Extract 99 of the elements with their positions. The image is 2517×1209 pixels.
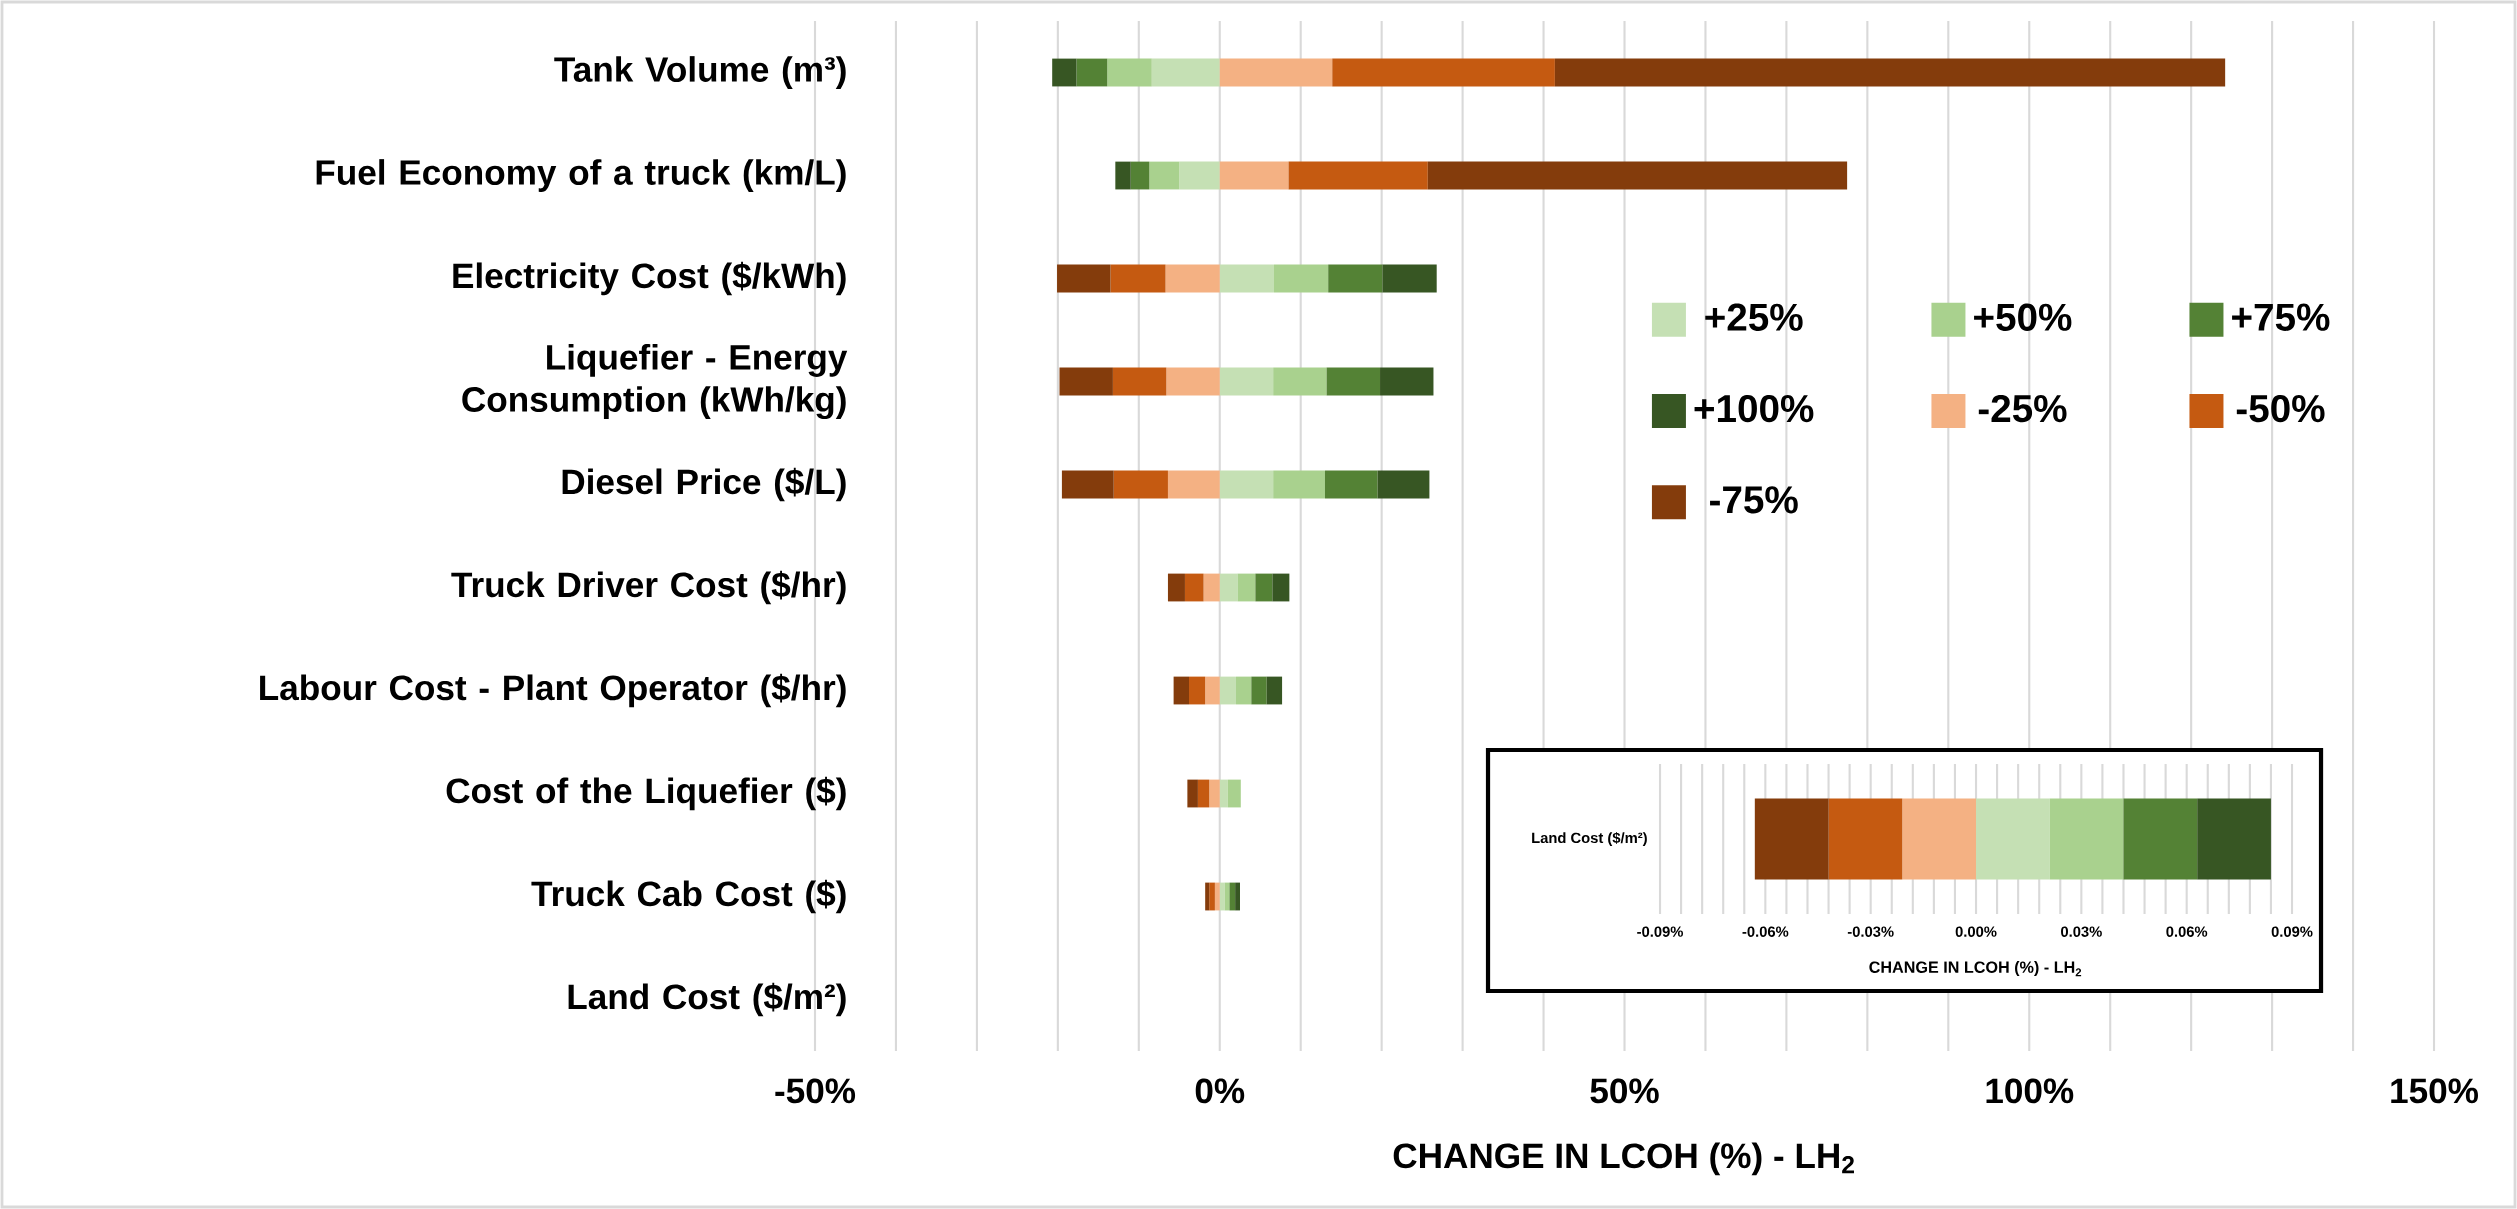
bar <box>1112 367 1167 396</box>
x-axis-title: CHANGE IN LCOH (%) - LH$_{2}$ <box>1393 1142 1854 1176</box>
legend-label: -50% <box>2236 394 2325 423</box>
bar <box>1219 882 1225 911</box>
bar <box>1219 470 1274 499</box>
x-tick-label: 0.06% <box>2166 926 2208 937</box>
y-tick-label: Electricity Cost ($/kWh) <box>453 261 846 296</box>
y-tick-label: Labour Cost - Plant Operator ($/hr) <box>260 673 846 708</box>
y-tick-label: Land Cost ($/m²) <box>1532 831 1647 847</box>
bar <box>1902 798 1977 880</box>
y-tick-label: Diesel Price ($/L) <box>562 467 846 502</box>
bar <box>1255 573 1273 602</box>
bar <box>1272 573 1290 602</box>
bar <box>1149 161 1180 190</box>
y-tick-label: Cost of the Liquefier ($) <box>446 776 846 811</box>
bar <box>1828 798 1903 880</box>
x-tick-label: 0.09% <box>2271 926 2313 937</box>
bar <box>1219 367 1274 396</box>
bar <box>1382 264 1437 293</box>
bar <box>1235 882 1240 911</box>
bar <box>1197 779 1210 808</box>
bar <box>1052 58 1077 87</box>
bar <box>1266 676 1283 705</box>
bar <box>1187 779 1198 808</box>
bar <box>1189 676 1206 705</box>
bar <box>1237 573 1256 602</box>
bar <box>1328 264 1383 293</box>
bar <box>2197 798 2271 880</box>
x-tick-label: 0.03% <box>2061 926 2102 937</box>
bar <box>1326 367 1381 396</box>
bar <box>1219 58 1333 87</box>
x-tick-label: 100% <box>1986 1078 2074 1104</box>
bar <box>1113 470 1168 499</box>
bar <box>1219 676 1236 705</box>
legend-label: -75% <box>1710 486 1798 514</box>
x-tick-label: 50% <box>1590 1078 1659 1104</box>
bar <box>1165 264 1220 293</box>
bar <box>1427 161 1848 190</box>
bar <box>1203 573 1220 602</box>
bar <box>1076 58 1108 87</box>
bar <box>1554 58 2226 87</box>
legend-label: +50% <box>1974 303 2072 331</box>
x-tick-label: 0.00% <box>1955 926 1997 937</box>
bar <box>1214 882 1220 911</box>
bar <box>1205 882 1210 911</box>
bar <box>1377 470 1430 499</box>
bar <box>1209 882 1215 911</box>
bar <box>1332 58 1555 87</box>
bar <box>1167 573 1185 602</box>
bar <box>1380 367 1434 396</box>
bar <box>1274 264 1329 293</box>
legend-label: +100% <box>1694 394 1814 423</box>
bar <box>1061 470 1114 499</box>
bar <box>1167 470 1220 499</box>
x-tick-label: -50% <box>775 1078 856 1104</box>
bar <box>1151 58 1220 87</box>
x-tick-label: -0.03% <box>1847 926 1894 937</box>
bar <box>1130 161 1150 190</box>
legend-label: +25% <box>1705 303 1803 331</box>
y-tick-label: Liquefier - Energy Consumption (kWh/kg) <box>462 343 848 420</box>
y-tick-label: Truck Cab Cost ($) <box>531 879 846 914</box>
bar <box>1107 58 1152 87</box>
bar <box>2049 798 2124 880</box>
bar <box>1288 161 1428 190</box>
bar <box>1173 676 1189 705</box>
bar <box>1205 676 1220 705</box>
bar <box>1235 676 1252 705</box>
bar <box>1115 161 1131 190</box>
bar <box>1057 264 1111 293</box>
x-tick-label: 150% <box>2391 1078 2478 1104</box>
bar <box>1976 798 2050 880</box>
x-tick-label: -0.09% <box>1637 926 1684 937</box>
x-tick-label: -0.06% <box>1742 926 1789 937</box>
bar <box>1179 161 1220 190</box>
bar <box>1219 779 1228 808</box>
bar <box>1209 779 1220 808</box>
bar <box>1229 882 1236 911</box>
x-tick-label: 0% <box>1195 1078 1245 1104</box>
bar <box>1227 779 1241 808</box>
bar <box>1059 367 1113 396</box>
bar <box>1219 573 1238 602</box>
bar <box>1219 264 1274 293</box>
y-tick-label: Tank Volume (m³) <box>554 56 846 89</box>
y-tick-label: Fuel Economy of a truck (km/L) <box>316 159 846 192</box>
bar <box>1273 470 1325 499</box>
legend-label: +75% <box>2232 303 2330 331</box>
y-tick-label: Truck Driver Cost ($/hr) <box>451 570 846 605</box>
bar <box>1166 367 1220 396</box>
bar <box>1754 798 1829 880</box>
bar <box>2123 798 2198 880</box>
bar <box>1219 161 1289 190</box>
bar <box>1110 264 1166 293</box>
y-tick-label: Land Cost ($/m²) <box>568 982 846 1017</box>
legend-label: -25% <box>1978 394 2067 423</box>
bar <box>1273 367 1327 396</box>
bar <box>1324 470 1378 499</box>
bar <box>1251 676 1267 705</box>
x-axis-title: CHANGE IN LCOH (%) - LH$_{2}$ <box>1869 961 2082 977</box>
bar <box>1184 573 1204 602</box>
